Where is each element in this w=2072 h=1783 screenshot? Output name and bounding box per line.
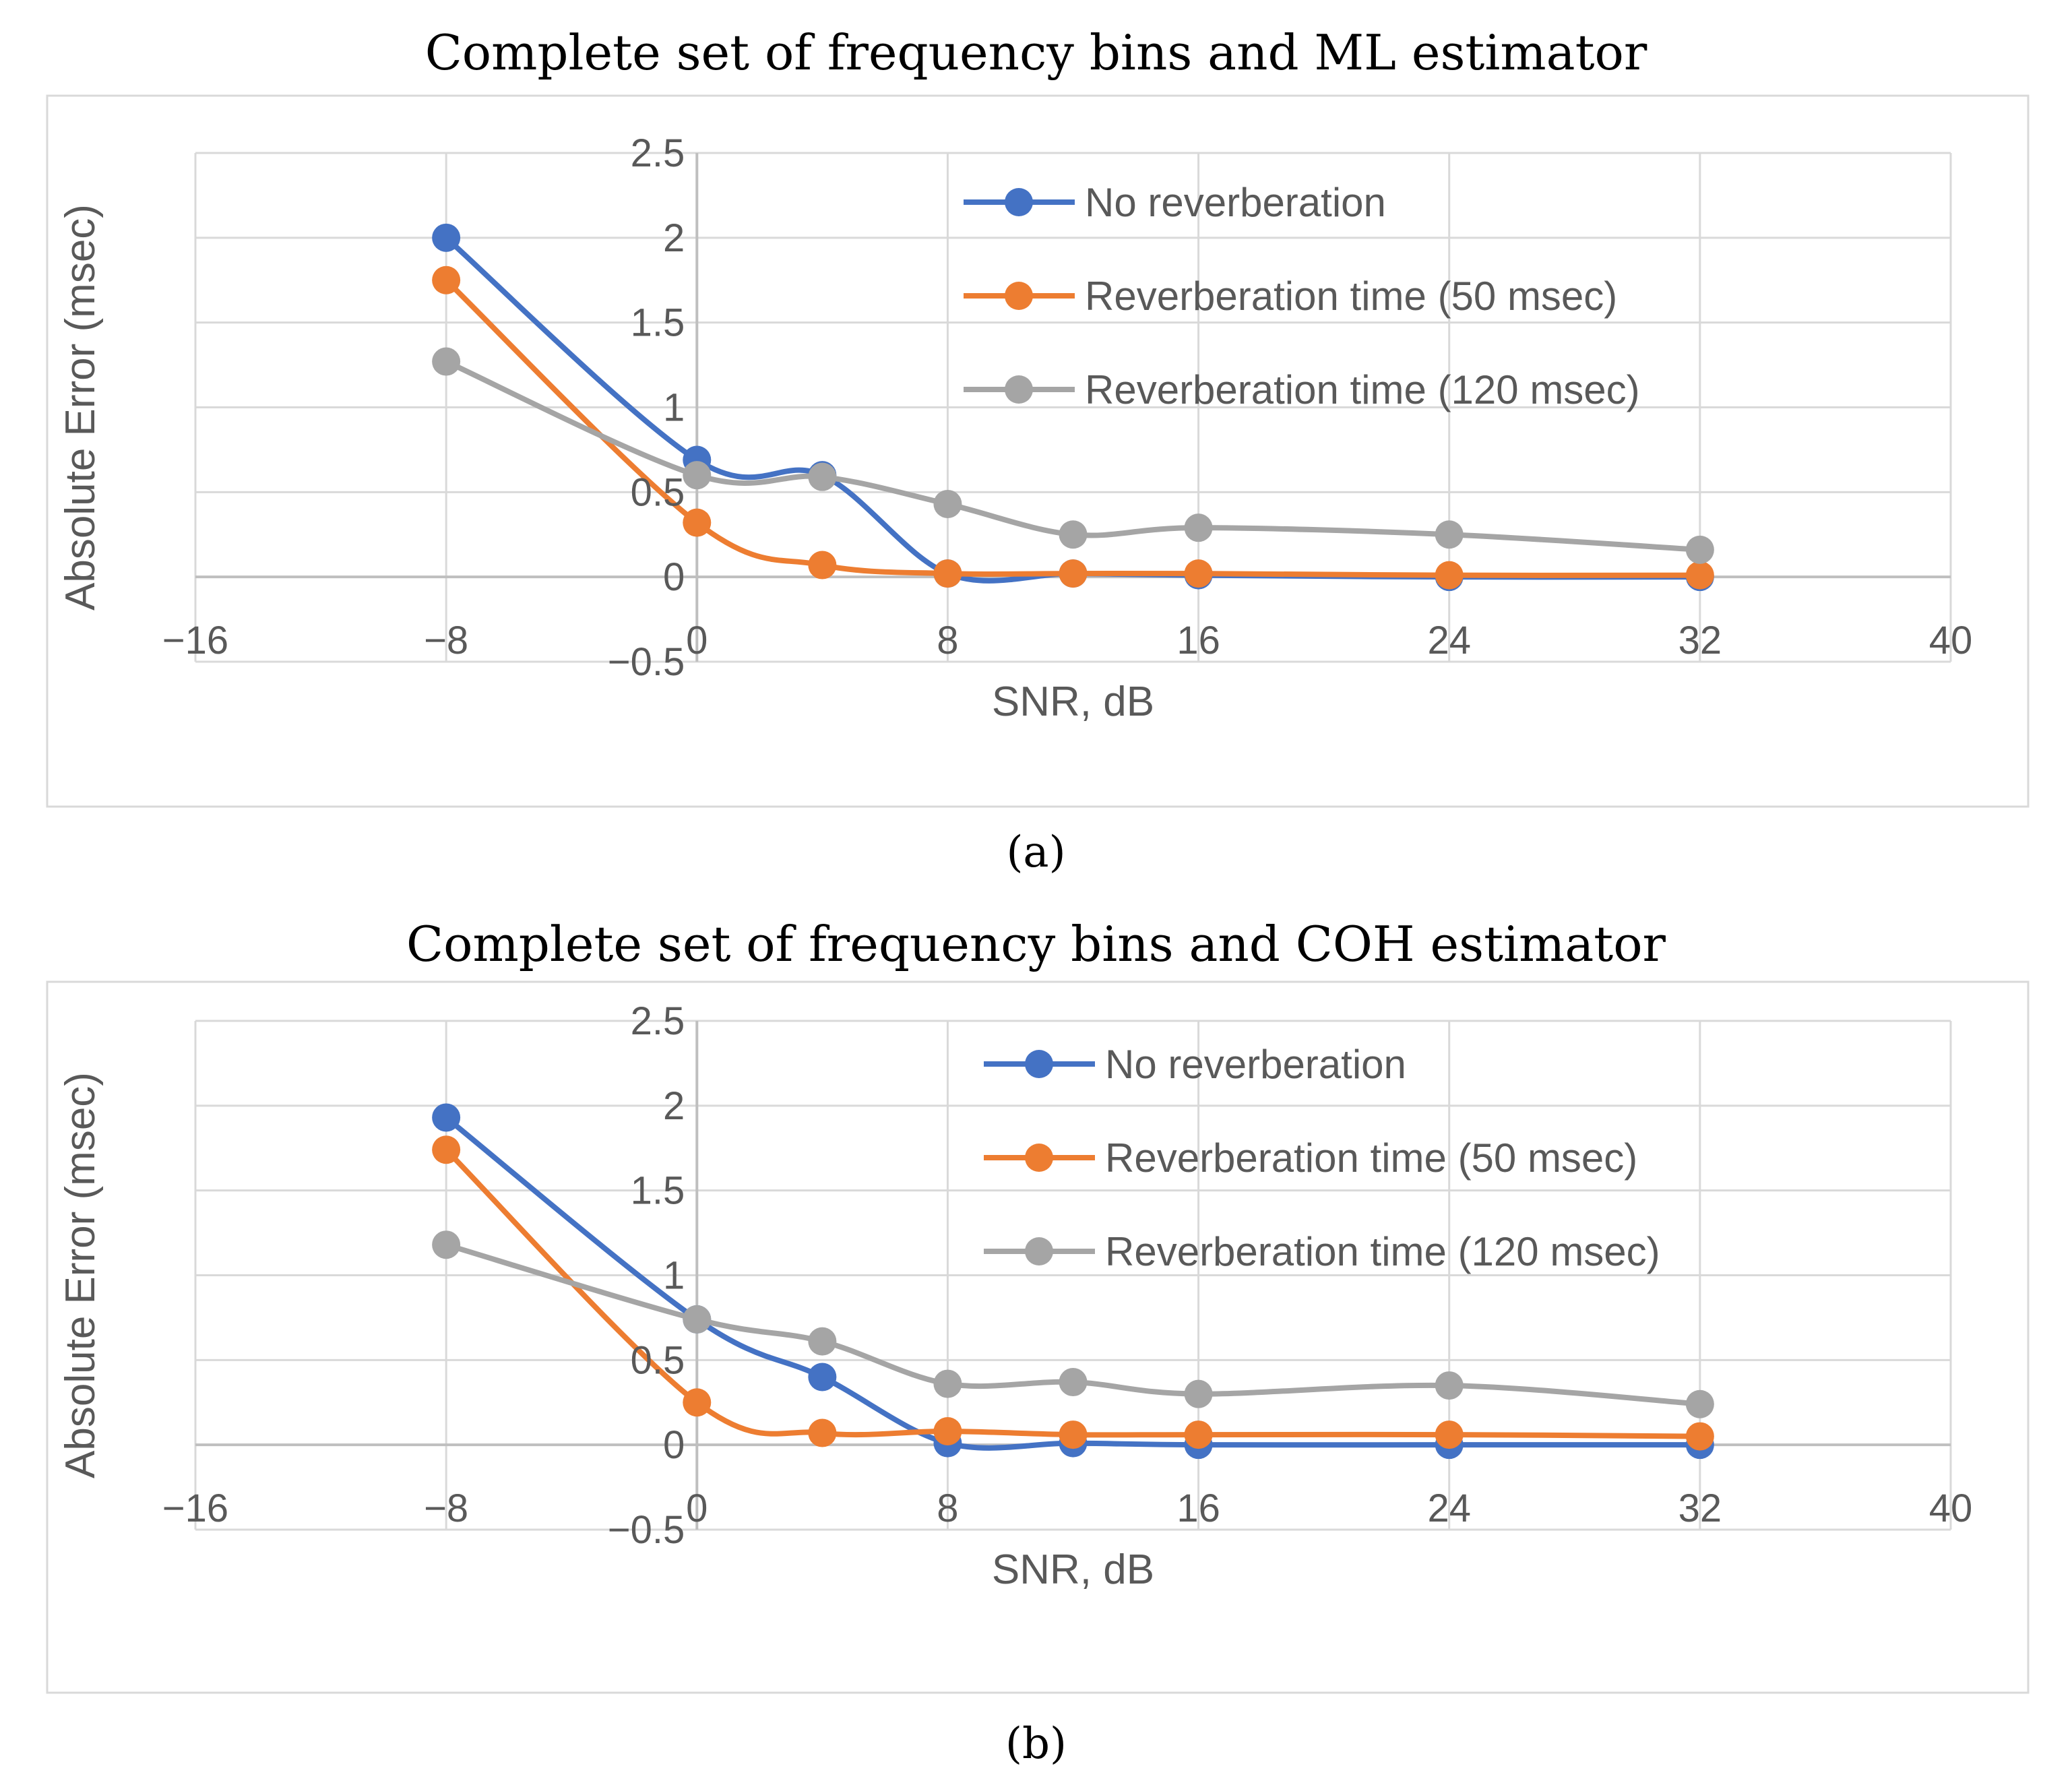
chart-panel-b: Complete set of frequency bins and COH e… [0,892,2072,1783]
y-tick-label: 2 [663,216,685,260]
data-point [1184,513,1213,542]
x-axis-title: SNR, dB [992,679,1154,725]
chart-caption: (b) [1005,1719,1067,1769]
chart-caption: (a) [1006,827,1066,877]
data-point [432,265,461,294]
legend-label: Reverberation time (120 msec) [1105,1229,1660,1274]
y-tick-label: 2.5 [631,131,685,175]
chart-border [46,94,2030,808]
y-axis-title: Absolute Error (msec) [57,1072,104,1478]
data-point [1435,1420,1464,1449]
x-tick-label: 8 [937,619,958,662]
data-point [1059,559,1088,588]
data-point [683,508,712,537]
data-point [432,1135,461,1164]
legend-marker [1005,282,1033,310]
legend-marker [1005,188,1033,216]
data-point [432,1230,461,1259]
y-tick-label: 1 [663,386,685,430]
x-tick-label: 32 [1678,1487,1722,1530]
legend-marker [1025,1144,1053,1172]
y-tick-label: 1 [663,1254,685,1298]
y-tick-label: 0 [663,1423,685,1467]
y-tick-label: 1.5 [631,1169,685,1213]
y-tick-label: 1.5 [631,301,685,345]
y-tick-label: 0 [663,555,685,599]
x-tick-label: 24 [1427,619,1471,662]
data-point [1184,559,1213,588]
x-tick-label: −16 [162,1487,228,1530]
x-tick-label: −8 [424,1487,468,1530]
data-point [1685,1422,1714,1451]
x-tick-label: 8 [937,1487,958,1530]
data-point [1059,520,1088,549]
y-tick-label: 2 [663,1084,685,1128]
legend-label: Reverberation time (50 msec) [1105,1135,1637,1181]
y-tick-label: −0.5 [608,640,685,684]
data-point [808,462,837,491]
x-axis-title: SNR, dB [992,1546,1154,1593]
data-point [1685,561,1714,590]
x-tick-label: 16 [1176,1487,1220,1530]
legend-marker [1025,1237,1053,1265]
data-point [432,1103,461,1132]
data-point [933,489,962,518]
chart-title: Complete set of frequency bins and ML es… [425,24,1647,81]
data-point [432,347,461,376]
data-point [808,1327,837,1356]
x-tick-label: 0 [686,619,708,662]
x-tick-label: 40 [1929,1487,1973,1530]
data-point [683,461,712,490]
legend-label: Reverberation time (120 msec) [1085,367,1640,412]
data-point [1184,1420,1213,1449]
data-point [808,1418,837,1447]
y-tick-label: 0.5 [631,1338,685,1382]
legend-marker [1025,1050,1053,1078]
data-point [683,1388,712,1417]
chart-title: Complete set of frequency bins and COH e… [406,916,1666,972]
y-tick-label: 0.5 [631,470,685,514]
data-point [1435,1371,1464,1400]
x-tick-label: 0 [686,1487,708,1530]
x-tick-label: 40 [1929,619,1973,662]
data-point [1184,1379,1213,1408]
legend-marker [1005,375,1033,404]
legend-label: No reverberation [1105,1042,1406,1087]
chart-panel-a: Complete set of frequency bins and ML es… [46,24,2030,877]
data-point [933,559,962,588]
data-point [1685,535,1714,564]
data-point [808,1363,837,1391]
y-tick-label: −0.5 [608,1508,685,1552]
data-point [808,551,837,580]
data-point [432,223,461,252]
data-point [933,1369,962,1398]
y-tick-label: 2.5 [631,999,685,1043]
data-point [1059,1368,1088,1397]
x-tick-label: −16 [162,619,228,662]
data-point [1059,1420,1088,1449]
x-tick-label: 16 [1176,619,1220,662]
data-point [1685,1389,1714,1418]
data-point [933,1417,962,1446]
data-point [683,1305,712,1334]
x-tick-label: −8 [424,619,468,662]
data-point [1435,561,1464,590]
x-tick-label: 24 [1427,1487,1471,1530]
legend-label: Reverberation time (50 msec) [1085,274,1617,319]
legend-label: No reverberation [1085,180,1386,225]
y-axis-title: Absolute Error (msec) [57,204,104,611]
data-point [1435,520,1464,549]
x-tick-label: 32 [1678,619,1722,662]
chart-border [46,980,2030,1694]
